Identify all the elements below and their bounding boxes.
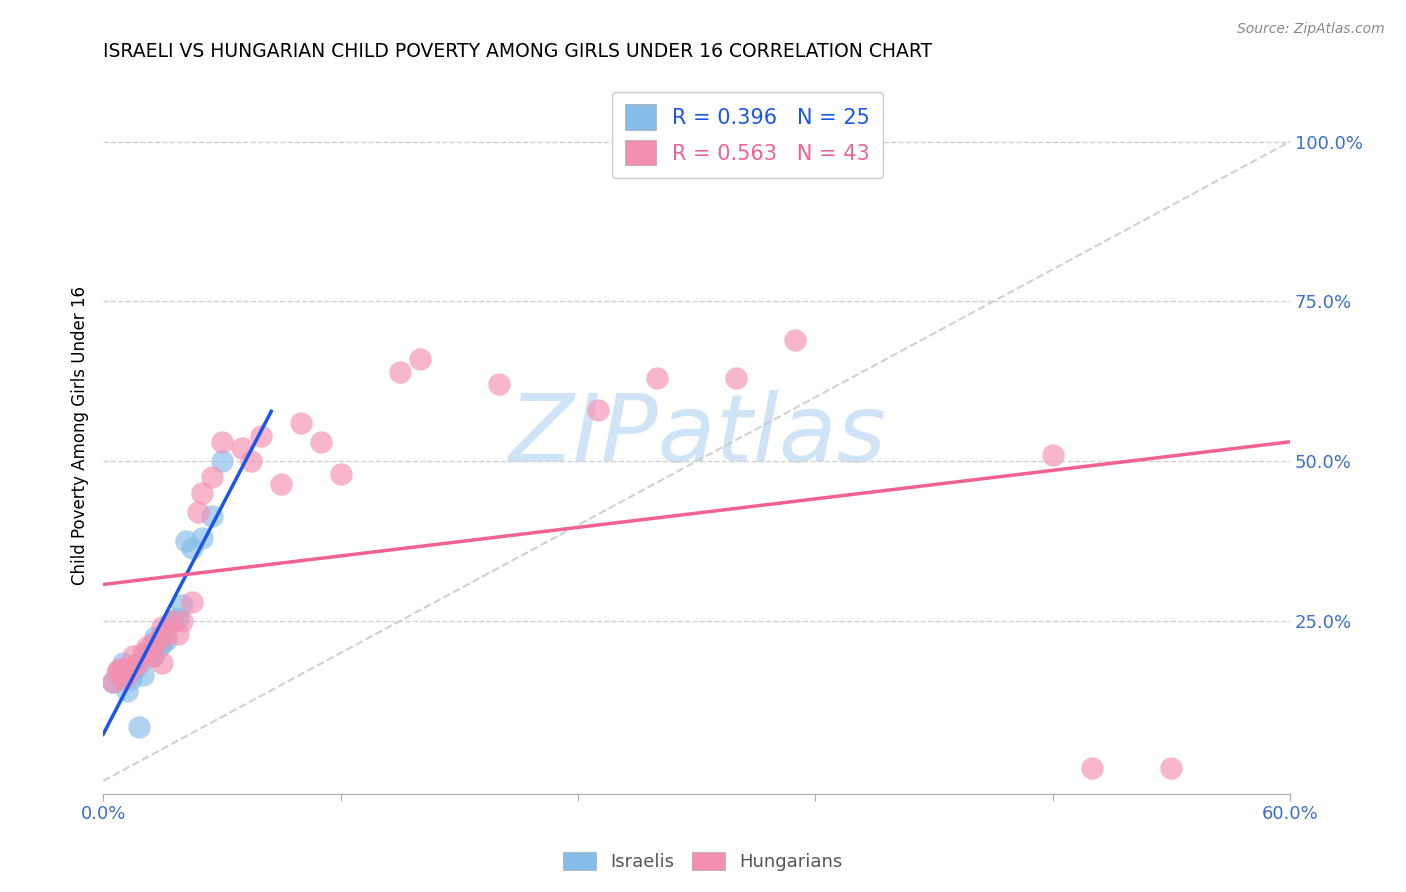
Point (128, 720, 150, 734)
Point (191, 531, 214, 545)
Point (131, 646, 153, 660)
Point (167, 627, 190, 641)
Point (231, 442, 253, 456)
Point (250, 428, 273, 442)
Point (121, 649, 143, 664)
Point (1160, 761, 1182, 775)
Point (131, 668, 153, 682)
Point (645, 371, 668, 385)
Point (201, 508, 224, 523)
Point (172, 598, 194, 612)
Point (725, 371, 748, 385)
Point (101, 674, 124, 689)
Point (211, 454, 233, 468)
Point (148, 633, 170, 648)
Point (290, 416, 312, 430)
Text: ZIPatlas: ZIPatlas (508, 390, 886, 481)
Point (1042, 448, 1064, 462)
Point (162, 614, 184, 628)
Point (101, 674, 124, 689)
Point (181, 595, 204, 609)
Point (167, 611, 190, 625)
Point (135, 640, 157, 654)
Point (1081, 761, 1104, 775)
Point (187, 505, 209, 519)
Point (121, 662, 143, 676)
Point (108, 662, 131, 676)
Point (138, 649, 160, 664)
Point (172, 614, 194, 628)
Point (111, 656, 134, 670)
Point (270, 476, 292, 491)
Point (408, 351, 430, 366)
Point (115, 684, 138, 698)
Point (155, 627, 177, 641)
Text: ISRAELI VS HUNGARIAN CHILD POVERTY AMONG GIRLS UNDER 16 CORRELATION CHART: ISRAELI VS HUNGARIAN CHILD POVERTY AMONG… (103, 42, 932, 61)
Point (155, 633, 177, 648)
Point (211, 435, 233, 450)
Point (162, 614, 184, 628)
Legend: R = 0.396   N = 25, R = 0.563   N = 43: R = 0.396 N = 25, R = 0.563 N = 43 (612, 92, 883, 178)
Point (142, 649, 165, 664)
Point (240, 454, 263, 468)
Point (152, 620, 174, 634)
Point (148, 640, 170, 654)
Point (128, 656, 150, 670)
Point (785, 333, 807, 347)
Point (142, 636, 165, 650)
Legend: Israelis, Hungarians: Israelis, Hungarians (557, 845, 849, 879)
Point (111, 662, 134, 676)
Point (124, 662, 146, 676)
Point (120, 672, 142, 686)
Point (108, 668, 131, 682)
Point (174, 534, 197, 549)
Point (488, 377, 510, 392)
Text: Source: ZipAtlas.com: Source: ZipAtlas.com (1237, 22, 1385, 37)
Point (181, 541, 204, 555)
Point (142, 649, 165, 664)
Point (118, 662, 141, 676)
Point (191, 486, 214, 500)
Point (329, 467, 352, 481)
Point (586, 403, 609, 417)
Point (309, 435, 332, 450)
Point (201, 470, 224, 484)
Point (152, 656, 174, 670)
Point (121, 658, 143, 673)
Point (135, 646, 157, 660)
Y-axis label: Child Poverty Among Girls Under 16: Child Poverty Among Girls Under 16 (72, 286, 89, 585)
Point (143, 630, 166, 644)
Point (152, 636, 174, 650)
Point (115, 668, 138, 682)
Point (388, 365, 411, 379)
Point (111, 662, 134, 676)
Point (111, 672, 134, 686)
Point (105, 665, 128, 680)
